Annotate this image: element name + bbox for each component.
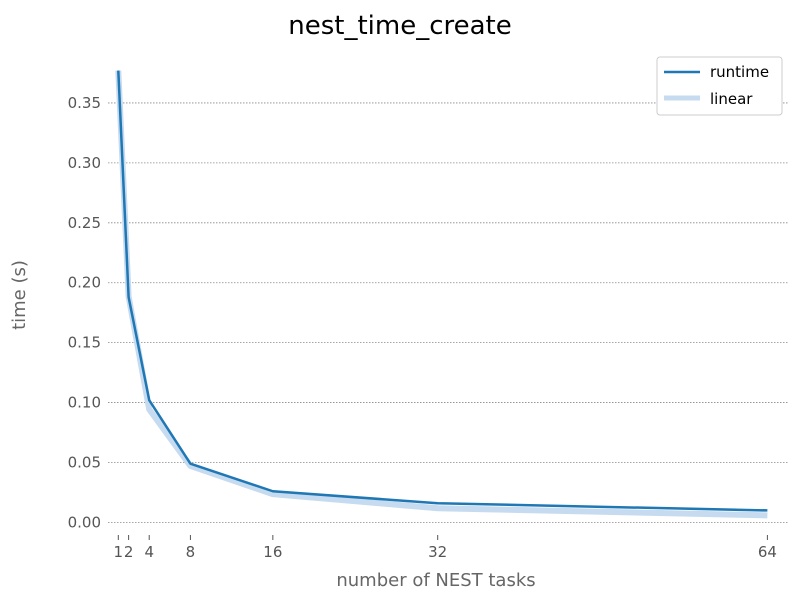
- series-line-linear: [115, 70, 768, 519]
- series-line-runtime: [117, 70, 768, 512]
- series-layer: [115, 70, 768, 519]
- y-tick-label: 0.00: [68, 513, 101, 531]
- legend: runtime linear: [656, 56, 783, 116]
- y-tick-label: 0.25: [68, 214, 101, 232]
- y-grid: [108, 102, 788, 523]
- x-tick-label: 16: [263, 543, 282, 561]
- legend-label-linear: linear: [710, 90, 753, 108]
- x-tick-labels: 1 2 4 8 16 32 64: [114, 535, 777, 561]
- x-tick-label: 8: [186, 543, 196, 561]
- y-tick-label: 0.35: [68, 94, 101, 112]
- y-tick-label: 0.30: [68, 154, 101, 172]
- y-tick-label: 0.10: [68, 394, 101, 412]
- y-tick-labels: 0.00 0.05 0.10 0.15 0.20 0.25 0.30 0.35: [68, 94, 101, 531]
- x-axis-label: number of NEST tasks: [336, 570, 535, 591]
- x-tick-label: 1: [114, 543, 124, 561]
- y-axis-label: time (s): [9, 260, 30, 330]
- x-tick-label: 2: [124, 543, 134, 561]
- legend-label-runtime: runtime: [710, 63, 769, 81]
- chart-title: nest_time_create: [288, 11, 512, 41]
- y-tick-label: 0.20: [68, 274, 101, 292]
- x-tick-label: 64: [758, 543, 777, 561]
- y-tick-label: 0.05: [68, 453, 101, 471]
- x-tick-label: 4: [144, 543, 154, 561]
- y-tick-label: 0.15: [68, 334, 101, 352]
- x-tick-label: 32: [428, 543, 447, 561]
